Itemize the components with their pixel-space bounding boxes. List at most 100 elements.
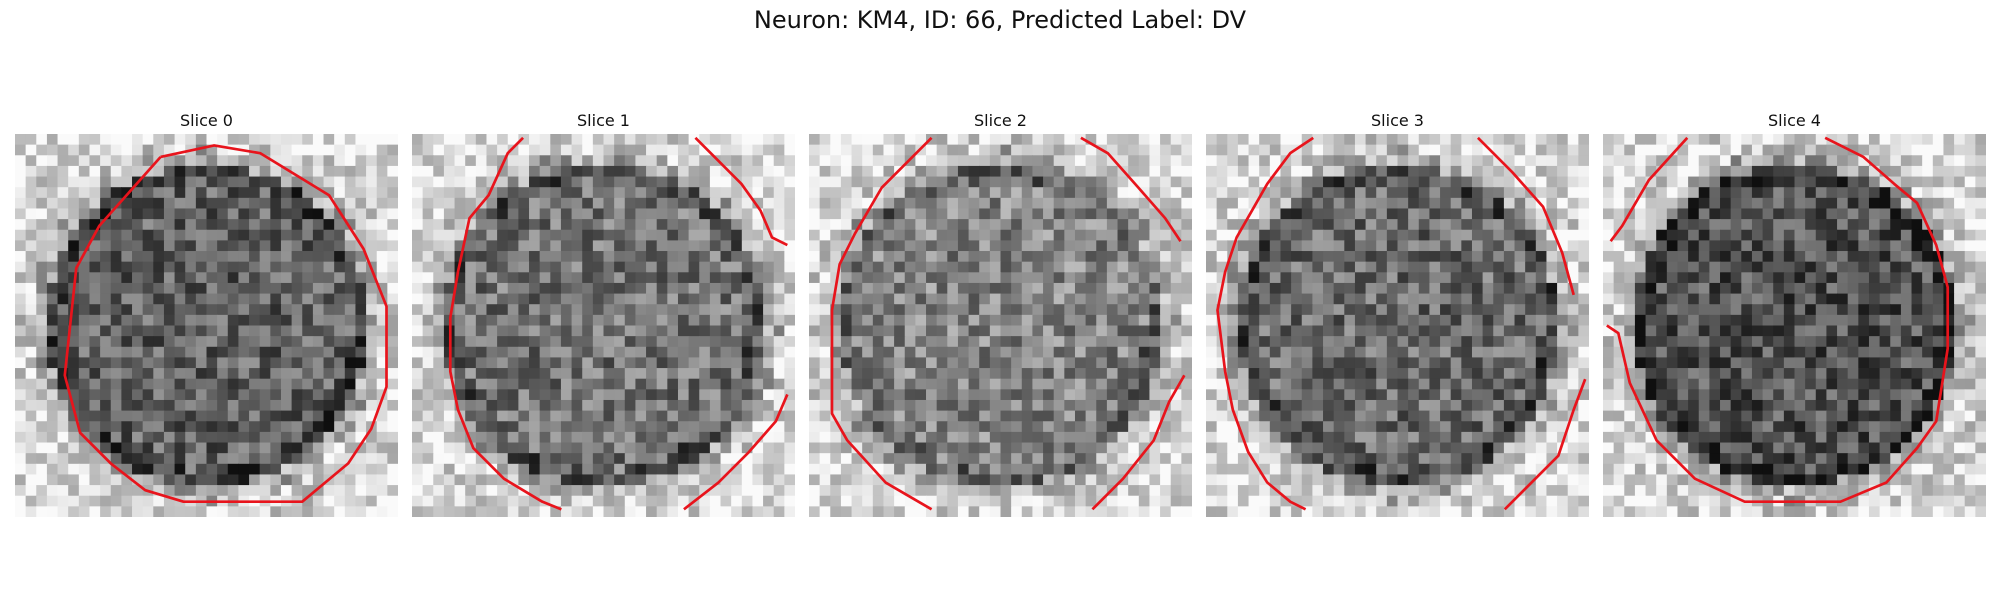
pixel (475, 421, 488, 433)
pixel (454, 399, 466, 412)
pixel (68, 463, 80, 476)
pixel (1344, 272, 1356, 284)
pixel (699, 261, 711, 273)
pixel (217, 506, 229, 517)
pixel (709, 389, 722, 401)
pixel (153, 336, 165, 348)
pixel (1567, 357, 1579, 369)
pixel (195, 282, 208, 295)
pixel (1181, 463, 1192, 476)
pixel (731, 187, 743, 199)
pixel (635, 134, 647, 146)
pixel (1546, 399, 1558, 412)
pixel (1578, 325, 1589, 337)
pixel (1471, 282, 1484, 295)
pixel (1440, 314, 1452, 327)
pixel (699, 378, 711, 390)
pixel (603, 197, 615, 210)
pixel (947, 474, 959, 486)
pixel (475, 219, 488, 231)
pixel (614, 410, 626, 422)
pixel (153, 389, 165, 401)
pixel (100, 293, 112, 305)
pixel (1216, 197, 1228, 210)
pixel (550, 495, 562, 507)
pixel (195, 378, 208, 390)
pixel (217, 453, 229, 465)
pixel (227, 474, 239, 486)
pixel (784, 272, 795, 284)
pixel (1011, 485, 1023, 497)
pixel (894, 282, 906, 295)
pixel (582, 410, 594, 422)
pixel (1160, 187, 1172, 199)
pixel (497, 378, 509, 390)
pixel (100, 187, 112, 199)
pixel (830, 442, 842, 454)
pixel (249, 282, 261, 295)
pixel (1493, 346, 1505, 358)
pixel (270, 325, 282, 337)
pixel (68, 357, 80, 369)
pixel (883, 431, 895, 444)
pixel (1525, 314, 1537, 327)
pixel (1074, 314, 1087, 327)
pixel (366, 176, 378, 188)
pixel (15, 368, 27, 380)
pixel (1227, 165, 1239, 178)
pixel (947, 314, 959, 327)
pixel (1291, 336, 1303, 348)
pixel (677, 219, 690, 231)
pixel (312, 314, 325, 327)
pixel (443, 485, 456, 497)
pixel (1323, 272, 1335, 284)
pixel (936, 485, 948, 497)
pixel (185, 240, 197, 252)
pixel (1557, 155, 1569, 167)
pixel (1170, 357, 1182, 369)
pixel (957, 399, 970, 412)
pixel (1450, 134, 1462, 146)
pixel (1011, 453, 1023, 465)
pixel (387, 219, 398, 231)
pixel (1567, 165, 1579, 178)
pixel (1397, 346, 1409, 358)
pixel (185, 474, 197, 486)
pixel (947, 506, 959, 517)
pixel (89, 474, 101, 486)
pixel (323, 251, 335, 263)
pixel (518, 282, 530, 295)
pixel (550, 368, 562, 380)
pixel (291, 176, 303, 188)
pixel (624, 208, 636, 220)
pixel (46, 144, 59, 156)
pixel (1397, 304, 1409, 316)
pixel (312, 421, 325, 433)
pixel (259, 155, 271, 167)
pixel (433, 314, 445, 327)
pixel (163, 219, 176, 231)
pixel (1482, 399, 1494, 412)
pixel (132, 208, 144, 220)
pixel (89, 346, 101, 358)
pixel (518, 453, 530, 465)
pixel (422, 421, 434, 433)
pixel (741, 208, 754, 220)
pixel (1170, 134, 1182, 146)
pixel (968, 495, 980, 507)
pixel (883, 251, 895, 263)
pixel (709, 463, 722, 476)
pixel (1160, 176, 1172, 188)
pixel (1461, 176, 1473, 188)
pixel (46, 421, 59, 433)
pixel (249, 261, 261, 273)
pixel (518, 165, 530, 178)
pixel (862, 197, 874, 210)
pixel (1493, 240, 1505, 252)
pixel (1557, 325, 1569, 337)
pixel (355, 410, 367, 422)
pixel (153, 304, 165, 316)
pixel (1248, 431, 1260, 444)
pixel (1160, 240, 1172, 252)
pixel (731, 410, 743, 422)
